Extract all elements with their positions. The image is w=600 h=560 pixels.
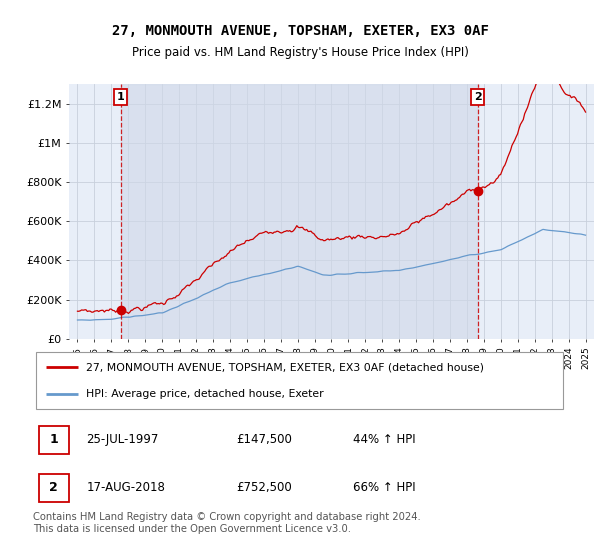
Text: £147,500: £147,500 [236,433,292,446]
Text: £752,500: £752,500 [236,481,292,494]
Text: 44% ↑ HPI: 44% ↑ HPI [353,433,416,446]
Text: HPI: Average price, detached house, Exeter: HPI: Average price, detached house, Exet… [86,389,324,399]
Text: 2: 2 [474,92,482,102]
Bar [121,84,478,339]
Text: 1: 1 [117,92,125,102]
Text: 2: 2 [49,481,58,494]
Text: Contains HM Land Registry data © Crown copyright and database right 2024.
This d: Contains HM Land Registry data © Crown c… [33,512,421,534]
FancyBboxPatch shape [35,352,563,409]
Text: 27, MONMOUTH AVENUE, TOPSHAM, EXETER, EX3 0AF (detached house): 27, MONMOUTH AVENUE, TOPSHAM, EXETER, EX… [86,362,484,372]
Text: 25-JUL-1997: 25-JUL-1997 [86,433,159,446]
FancyBboxPatch shape [40,474,69,502]
Text: 27, MONMOUTH AVENUE, TOPSHAM, EXETER, EX3 0AF: 27, MONMOUTH AVENUE, TOPSHAM, EXETER, EX… [112,24,488,38]
Text: 66% ↑ HPI: 66% ↑ HPI [353,481,416,494]
Text: 17-AUG-2018: 17-AUG-2018 [86,481,165,494]
Text: Price paid vs. HM Land Registry's House Price Index (HPI): Price paid vs. HM Land Registry's House … [131,45,469,59]
Text: 1: 1 [49,433,58,446]
FancyBboxPatch shape [40,427,69,454]
